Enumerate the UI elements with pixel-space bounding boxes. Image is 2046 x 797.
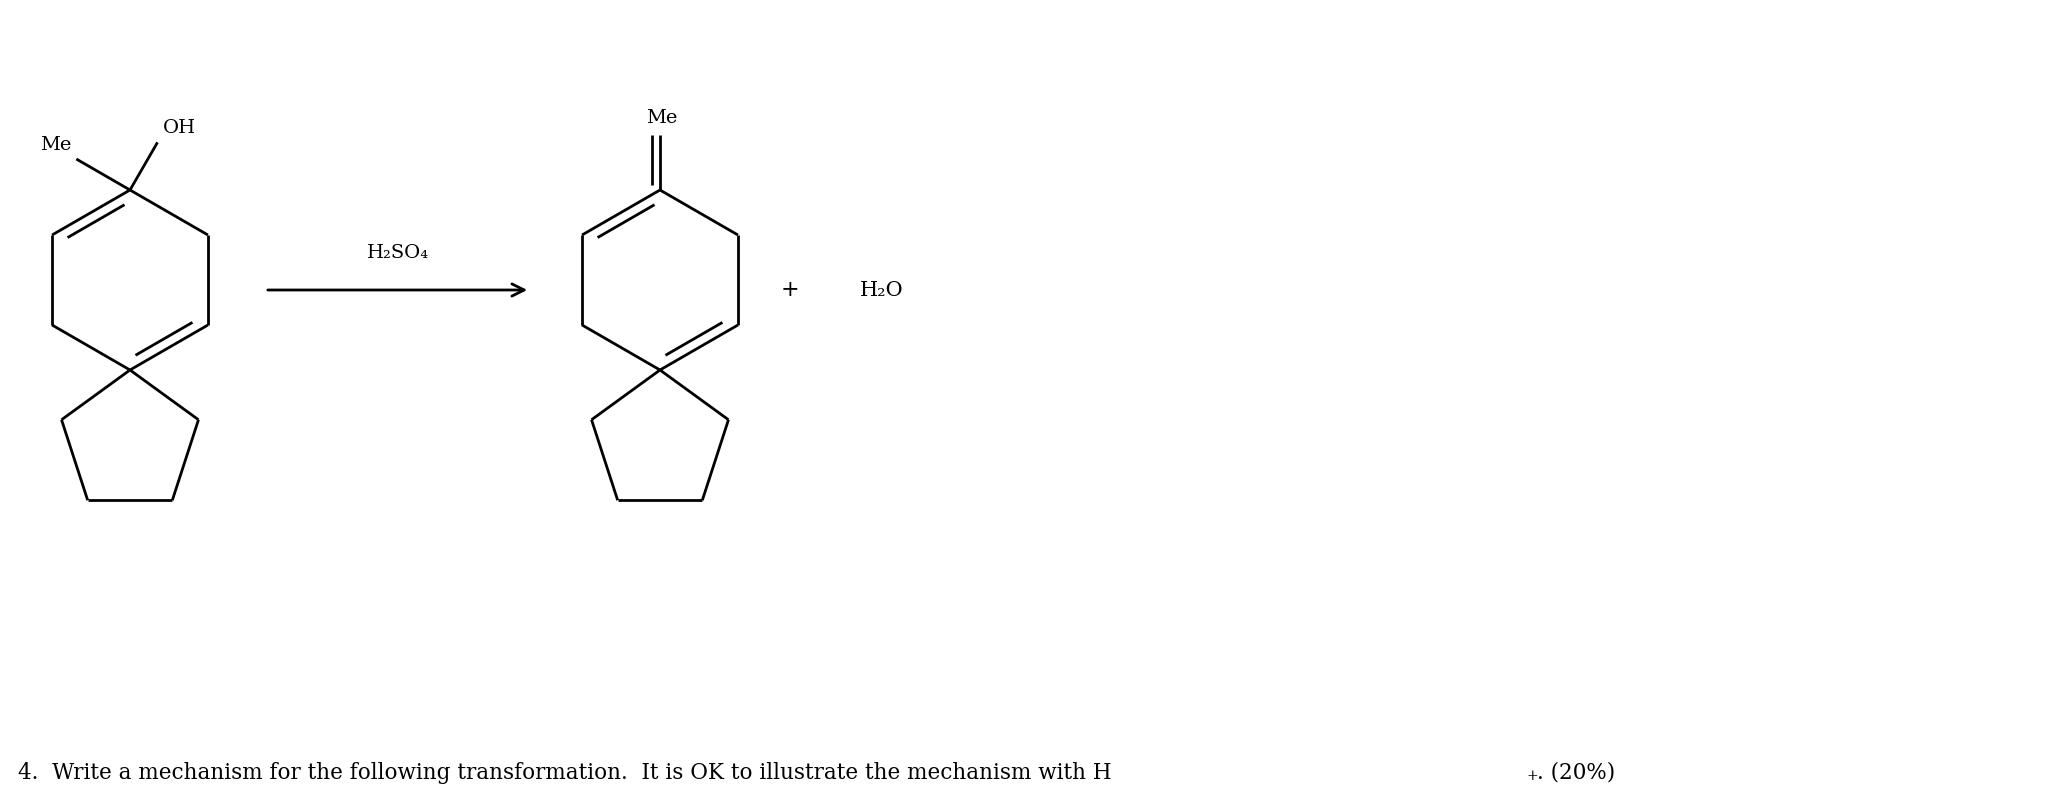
Text: H₂O: H₂O bbox=[859, 281, 904, 300]
Text: +: + bbox=[1526, 769, 1539, 783]
Text: +: + bbox=[782, 279, 800, 301]
Text: . (20%): . (20%) bbox=[1537, 762, 1614, 784]
Text: OH: OH bbox=[162, 120, 196, 137]
Text: Me: Me bbox=[647, 109, 677, 127]
Text: Me: Me bbox=[41, 136, 72, 154]
Text: H₂SO₄: H₂SO₄ bbox=[366, 244, 428, 262]
Text: 4.  Write a mechanism for the following transformation.  It is OK to illustrate : 4. Write a mechanism for the following t… bbox=[18, 762, 1111, 784]
